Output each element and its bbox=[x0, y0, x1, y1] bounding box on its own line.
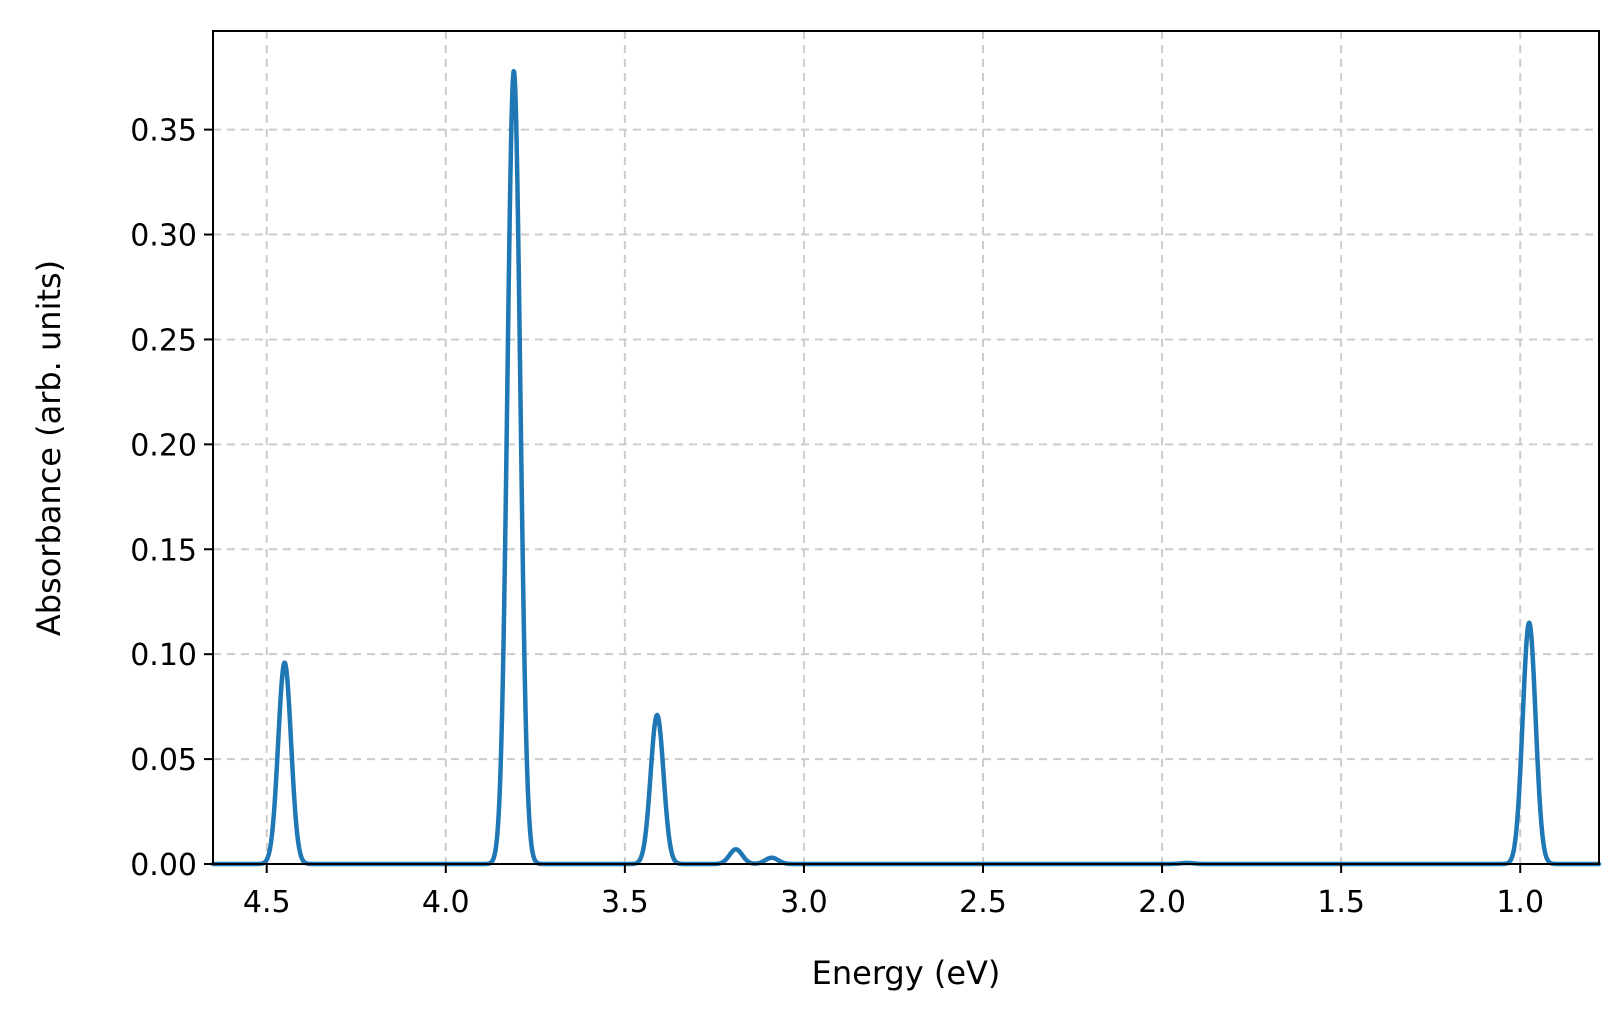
x-tick-label: 2.0 bbox=[1138, 885, 1186, 920]
y-tick-label: 0.20 bbox=[130, 428, 197, 463]
x-tick-label: 2.5 bbox=[959, 885, 1007, 920]
plot-frame bbox=[212, 30, 1600, 865]
x-tick-label: 1.5 bbox=[1317, 885, 1365, 920]
x-tick-label: 3.5 bbox=[601, 885, 649, 920]
series-layer bbox=[210, 68, 1602, 867]
y-tick-label: 0.15 bbox=[130, 533, 197, 568]
y-tick-label: 0.25 bbox=[130, 323, 197, 358]
y-tick-label: 0.00 bbox=[130, 848, 197, 883]
y-tick-label: 0.10 bbox=[130, 638, 197, 673]
absorbance-series-line bbox=[210, 68, 1602, 867]
x-tick-label: 4.5 bbox=[243, 885, 291, 920]
grid bbox=[213, 31, 1599, 865]
x-axis: 4.5 4.0 3.5 3.0 2.5 2.0 1.5 1.0 bbox=[243, 864, 1544, 920]
x-tick-label: 1.0 bbox=[1496, 885, 1544, 920]
x-tick-label: 4.0 bbox=[422, 885, 470, 920]
y-axis: 0.00 0.05 0.10 0.15 0.20 0.25 0.30 0.35 bbox=[130, 114, 213, 883]
y-axis-label: Absorbance (arb. units) bbox=[30, 260, 68, 636]
x-axis-label: Energy (eV) bbox=[812, 954, 1001, 992]
y-tick-label: 0.05 bbox=[130, 743, 197, 778]
y-tick-label: 0.30 bbox=[130, 219, 197, 254]
y-tick-label: 0.35 bbox=[130, 114, 197, 149]
x-tick-label: 3.0 bbox=[780, 885, 828, 920]
